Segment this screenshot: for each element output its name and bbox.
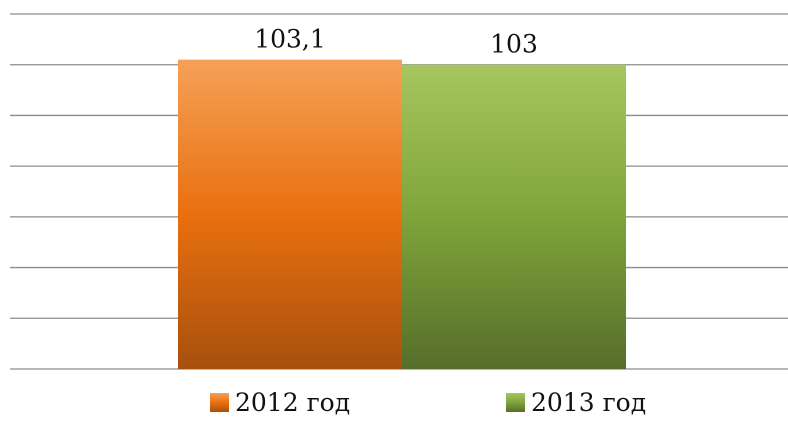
bars	[178, 59, 626, 370]
legend: 2012 год 2013 год	[0, 388, 788, 425]
data-label-2012: 103,1	[254, 25, 326, 54]
legend-item-2012: 2012 год	[210, 388, 350, 417]
data-labels: 103,1 103	[254, 25, 538, 59]
bar-2013	[402, 64, 626, 369]
legend-label-2013: 2013 год	[531, 388, 647, 417]
data-label-2013: 103	[490, 30, 538, 59]
legend-swatch-2013	[506, 393, 525, 412]
legend-label-2012: 2012 год	[235, 388, 351, 417]
legend-item-2013: 2013 год	[506, 388, 646, 417]
bar-2012	[178, 59, 402, 370]
legend-swatch-2012	[210, 393, 229, 412]
